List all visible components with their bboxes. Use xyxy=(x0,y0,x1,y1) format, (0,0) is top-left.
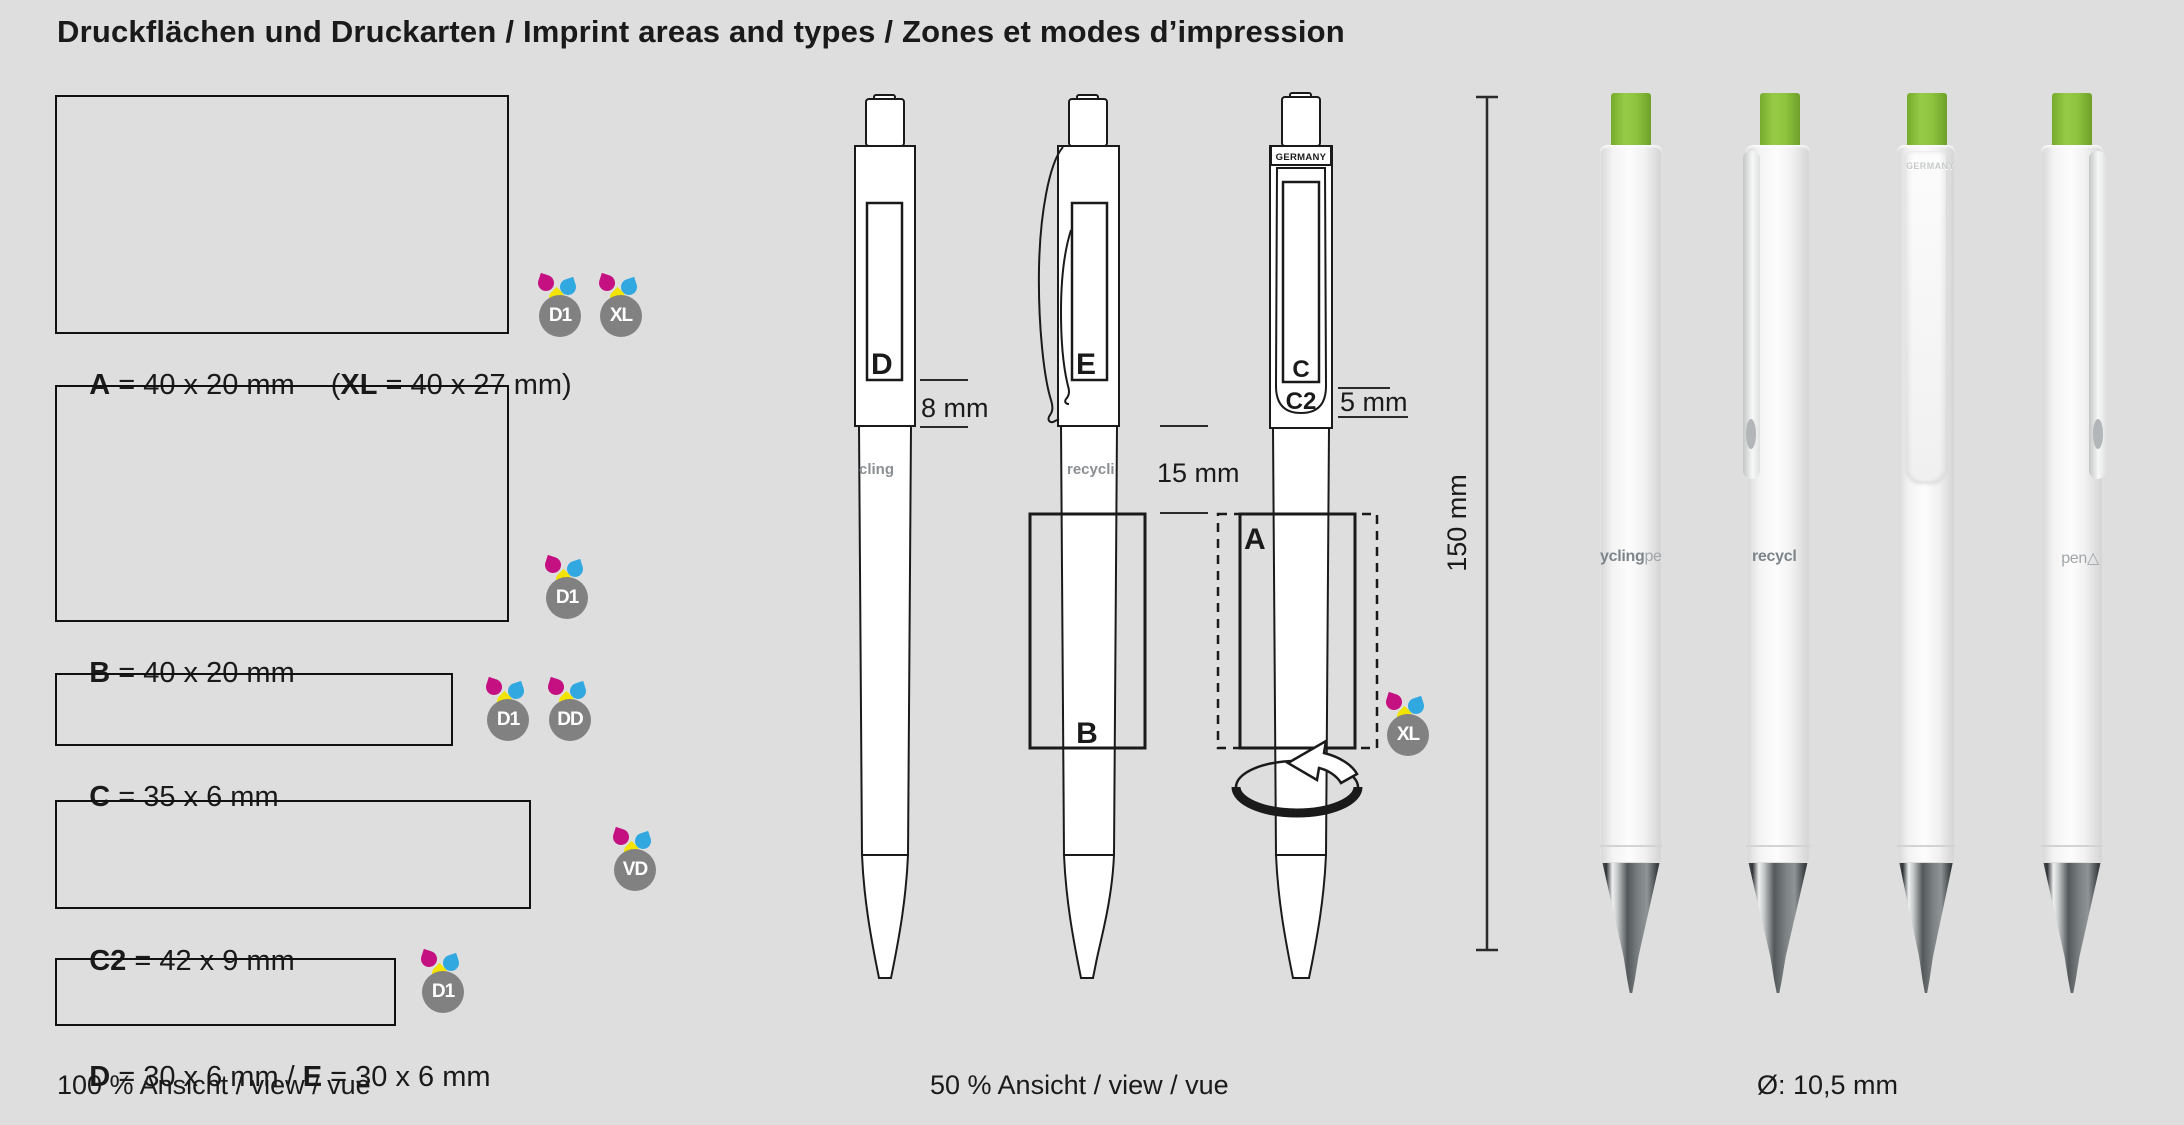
zone-letter-b: B xyxy=(1076,717,1098,750)
pen-upper-body xyxy=(1269,145,1333,429)
rotation-arrow-icon xyxy=(1285,738,1359,785)
photo-pen-front: GERMANY xyxy=(1897,93,1955,993)
dimension-lines xyxy=(920,95,1498,952)
imprint-area-label-c2: C2 = 42 x 9 mm xyxy=(89,945,295,977)
badge-label: D1 xyxy=(539,295,581,337)
pen-barrel xyxy=(1059,425,1119,856)
pen-metal-tip xyxy=(1602,863,1660,993)
pen-seam xyxy=(2041,845,2103,847)
dim-15mm: 15 mm xyxy=(1157,458,1240,488)
pen-seam xyxy=(1600,845,1662,847)
rotation-ellipse-bottom xyxy=(1231,786,1363,818)
pen-front-outline xyxy=(1216,92,1379,979)
badge-label: VD xyxy=(614,849,656,891)
germany-label: GERMANY xyxy=(1276,152,1327,163)
caption-100-percent-view: 100 % Ansicht / view / vue xyxy=(57,1070,371,1100)
caption-50-percent-view: 50 % Ansicht / view / vue xyxy=(930,1070,1229,1100)
clip-hole xyxy=(2093,419,2103,449)
dim-8mm: 8 mm xyxy=(921,393,989,423)
pen-clip-outline xyxy=(1274,167,1328,415)
pen-push-button xyxy=(1611,93,1651,147)
zone-letter-a: A xyxy=(1244,523,1266,556)
print-type-badge-d1: D1 xyxy=(483,676,531,742)
pen-upper-body xyxy=(854,145,916,427)
pen-back-outline xyxy=(854,94,916,979)
print-type-badge-xl: XL xyxy=(596,272,644,338)
print-type-badge-dd: DD xyxy=(545,676,593,742)
pen-clip: GERMANY xyxy=(1906,151,1955,483)
badge-label: D1 xyxy=(422,971,464,1013)
zone-box-e xyxy=(1070,201,1109,382)
page-title: Druckflächen und Druckarten / Imprint ar… xyxy=(57,14,1345,49)
zone-box-b xyxy=(1028,512,1147,750)
imprint-area-label-c: C = 35 x 6 mm xyxy=(89,781,279,813)
pen-metal-tip xyxy=(1899,863,1953,993)
pen-side-outline xyxy=(1028,94,1147,979)
pen-clip-inner-edge xyxy=(1059,229,1072,405)
pen-metal-tip xyxy=(2043,863,2101,993)
zone-box-c xyxy=(1281,180,1321,384)
pen-plunger xyxy=(1281,96,1321,147)
badge-label: D1 xyxy=(487,699,529,741)
zone-box-d xyxy=(865,201,904,382)
imprint-area-label-de: D = 30 x 6 mm / E = 30 x 6 mm xyxy=(89,1061,491,1093)
pen-push-button xyxy=(1907,93,1947,147)
germany-label-box xyxy=(1270,145,1332,166)
pen-tip-cone xyxy=(1062,854,1116,979)
zone-letter-e: E xyxy=(1076,348,1096,381)
zone-letter-c: C xyxy=(1292,356,1309,383)
line-art-pens-drawing: D E B C C2 A GERMANY cling recycli 8 mm … xyxy=(854,92,1498,979)
badge-label: D1 xyxy=(546,577,588,619)
imprint-area-box-b xyxy=(55,385,509,622)
caption-diameter: Ø: 10,5 mm xyxy=(1757,1070,1899,1100)
germany-embossed-label: GERMANY xyxy=(1906,161,1955,171)
print-type-badge-d1: D1 xyxy=(418,948,466,1014)
badge-label: XL xyxy=(1387,714,1429,756)
print-type-badge-d1: D1 xyxy=(535,272,583,338)
pen-clip xyxy=(2089,151,2106,479)
imprint-area-box-de xyxy=(55,958,396,1026)
pen-tip-cone xyxy=(1274,854,1328,979)
photo-pen-side-left: recycl xyxy=(1743,93,1810,993)
badge-label: DD xyxy=(549,699,591,741)
pen-barrel xyxy=(1271,427,1331,856)
photo-pen-side-right: pen△ xyxy=(2041,93,2106,993)
dim-5mm: 5 mm xyxy=(1340,387,1408,417)
barrel-logo-side: recycli xyxy=(1067,461,1115,478)
barrel-logo: recycl xyxy=(1752,548,1797,565)
print-type-badge-xl: XL xyxy=(1383,691,1431,757)
print-type-badge-d1: D1 xyxy=(542,554,590,620)
barrel-logo: yclingpe xyxy=(1600,548,1662,565)
imprint-area-box-c xyxy=(55,673,453,746)
pen-body xyxy=(1600,145,1662,862)
badge-label: XL xyxy=(600,295,642,337)
pen-plunger xyxy=(1068,98,1108,147)
pen-push-button xyxy=(1760,93,1800,147)
clip-hole xyxy=(1746,419,1756,449)
dim-150mm: 150 mm xyxy=(1442,474,1472,572)
print-type-badge-vd: VD xyxy=(610,826,658,892)
zone-box-a xyxy=(1238,512,1357,750)
pen-plunger xyxy=(865,98,905,147)
zone-letter-d: D xyxy=(871,348,893,381)
photo-pen-back: yclingpe xyxy=(1600,93,1662,993)
imprint-area-box-a xyxy=(55,95,509,334)
pen-push-button xyxy=(2052,93,2092,147)
zone-letter-c2: C2 xyxy=(1286,388,1317,415)
pen-barrel xyxy=(857,425,913,856)
imprint-area-box-c2 xyxy=(55,800,531,909)
pen-tip-cone xyxy=(860,854,910,979)
pen-clip xyxy=(1743,151,1760,479)
barrel-logo: pen△ xyxy=(2061,550,2099,567)
pen-seam xyxy=(1897,845,1955,847)
pen-seam xyxy=(1746,845,1810,847)
barrel-logo-back: cling xyxy=(859,461,894,478)
pen-clip-outer-edge xyxy=(1037,146,1064,424)
pen-metal-tip xyxy=(1748,863,1808,993)
